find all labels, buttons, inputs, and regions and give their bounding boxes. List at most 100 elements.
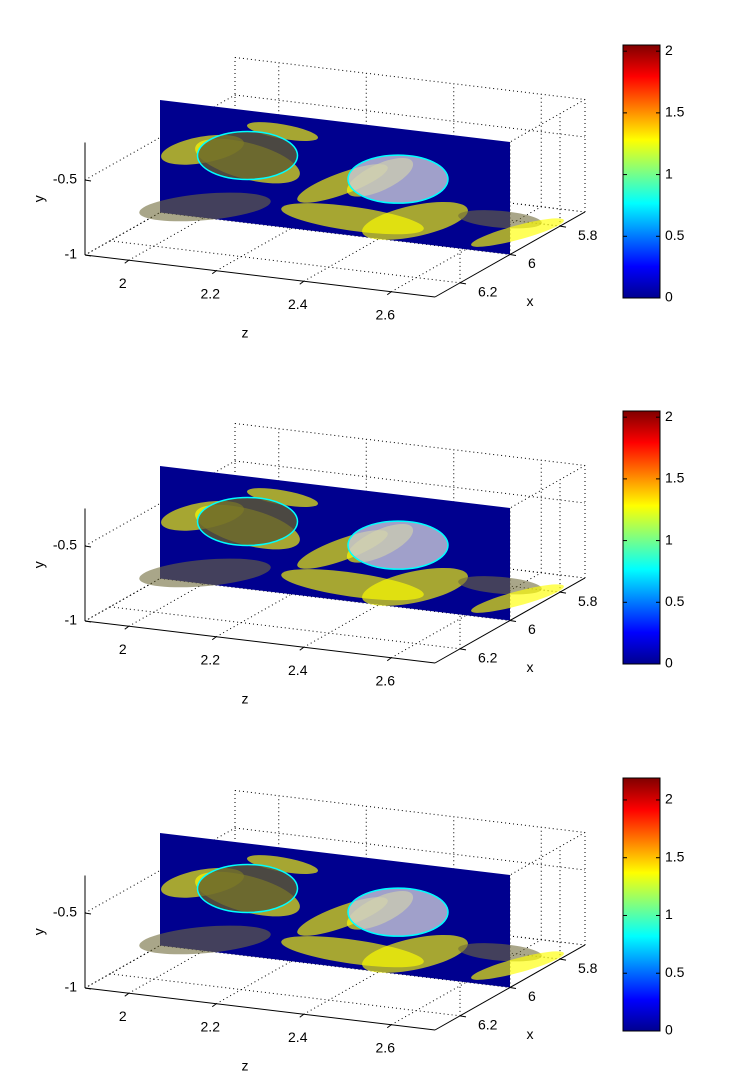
box-edge	[234, 422, 586, 466]
isosurface	[471, 218, 564, 247]
colorbar	[622, 410, 661, 665]
x-tick-label: 5.8	[578, 593, 598, 609]
x-tick-label: 6.2	[478, 284, 498, 300]
vortex	[196, 130, 299, 181]
grid-line	[234, 827, 586, 871]
isosurface	[139, 558, 271, 588]
tick-mark	[299, 280, 305, 285]
box-edge	[234, 789, 586, 833]
tick-mark	[509, 619, 517, 622]
y-tick-label: -0.5	[53, 904, 77, 920]
grid-line	[84, 827, 236, 914]
isosurface	[139, 925, 271, 955]
isosurface	[458, 943, 542, 962]
tick-mark	[559, 958, 567, 961]
vortex	[347, 887, 449, 937]
z-axis	[84, 620, 436, 664]
tick-mark	[84, 987, 92, 990]
colorbar-tick-label: 1	[665, 531, 673, 547]
isosurface	[362, 201, 468, 240]
tick-mark	[211, 270, 217, 275]
tick-mark	[84, 254, 92, 257]
y-tick-label: -1	[65, 246, 78, 262]
panel: -1 -0.5 2 2.2 2.4 2.6 5.8 6 6.2 y z x 0 0.5 1 1.5 2	[31, 408, 685, 707]
colorbar-tick-label: 0	[665, 1022, 673, 1038]
box-edge	[234, 56, 586, 100]
y-axis-label: y	[31, 561, 47, 568]
tick-mark	[509, 986, 517, 989]
isosurface	[247, 855, 318, 875]
tick-mark	[84, 179, 92, 182]
colorbar-tick-label: 2	[665, 408, 673, 424]
z-tick-label: 2.4	[288, 1029, 308, 1045]
tick-mark	[84, 620, 92, 623]
x-tick-label: 6	[528, 255, 536, 271]
isosurface	[139, 192, 271, 222]
isosurface	[362, 934, 468, 973]
colorbar-tick-label: 0	[665, 655, 673, 671]
tick-mark	[386, 657, 392, 662]
y-tick-label: -0.5	[53, 537, 77, 553]
z-tick-label: 2.4	[288, 296, 308, 312]
box-edge	[434, 832, 586, 918]
tick-mark	[459, 1015, 467, 1018]
grid-line	[109, 606, 461, 650]
tick-mark	[211, 636, 217, 641]
panel: -1 -0.5 2 2.2 2.4 2.6 5.8 6 6.2 y z x 0 0.5 1 1.5 2	[31, 42, 685, 341]
x-tick-label: 6.2	[478, 650, 498, 666]
isosurface	[458, 210, 542, 229]
tick-mark	[124, 259, 130, 264]
vortex	[196, 863, 299, 914]
y-tick-label: -0.5	[53, 171, 77, 187]
colorbar	[622, 777, 661, 1032]
colorbar-tick-label: 0.5	[665, 593, 685, 609]
isosurface	[471, 951, 564, 980]
z-tick-label: 2	[119, 1008, 127, 1024]
z-tick-label: 2.6	[376, 1039, 396, 1055]
x-tick-label: 6	[528, 621, 536, 637]
z-axis	[84, 254, 436, 298]
x-tick-label: 6	[528, 988, 536, 1004]
box-edge	[434, 99, 586, 185]
tick-mark	[386, 291, 392, 296]
grid-line	[84, 169, 236, 256]
colorbar-tick-label: 0	[665, 289, 673, 305]
colorbar-tick-label: 0.5	[665, 227, 685, 243]
grid-line	[234, 460, 586, 504]
z-tick-label: 2.2	[201, 1018, 221, 1034]
tick-mark	[211, 1003, 217, 1008]
x-tick-label: 5.8	[578, 960, 598, 976]
grid-line	[84, 460, 236, 547]
vortex	[347, 520, 449, 570]
tick-mark	[509, 253, 517, 256]
x-tick-label: 6.2	[478, 1017, 498, 1033]
box-edge	[434, 465, 586, 551]
tick-mark	[386, 1024, 392, 1029]
z-tick-label: 2	[119, 641, 127, 657]
z-tick-label: 2.6	[376, 306, 396, 322]
z-tick-label: 2.6	[376, 672, 396, 688]
x-axis-label: x	[527, 293, 534, 309]
grid-line	[109, 973, 461, 1017]
x-tick-label: 5.8	[578, 227, 598, 243]
y-tick-label: -1	[65, 612, 78, 628]
isosurface	[247, 122, 318, 142]
colorbar-tick-label: 2	[665, 42, 673, 58]
colorbar-tick-label: 1	[665, 906, 673, 922]
y-axis-label: y	[31, 928, 47, 935]
z-axis-label: z	[242, 1058, 249, 1074]
colorbar-tick-label: 2	[665, 791, 673, 807]
tick-mark	[84, 545, 92, 548]
z-axis-label: z	[242, 325, 249, 341]
colorbar-tick-label: 1	[665, 165, 673, 181]
tick-mark	[299, 646, 305, 651]
z-tick-label: 2.4	[288, 662, 308, 678]
grid-line	[84, 902, 236, 989]
x-axis-label: x	[527, 1026, 534, 1042]
colorbar-tick-label: 1.5	[665, 104, 685, 120]
x-axis-label: x	[527, 659, 534, 675]
grid-line	[109, 240, 461, 284]
tick-mark	[459, 648, 467, 651]
grid-line	[84, 94, 236, 181]
